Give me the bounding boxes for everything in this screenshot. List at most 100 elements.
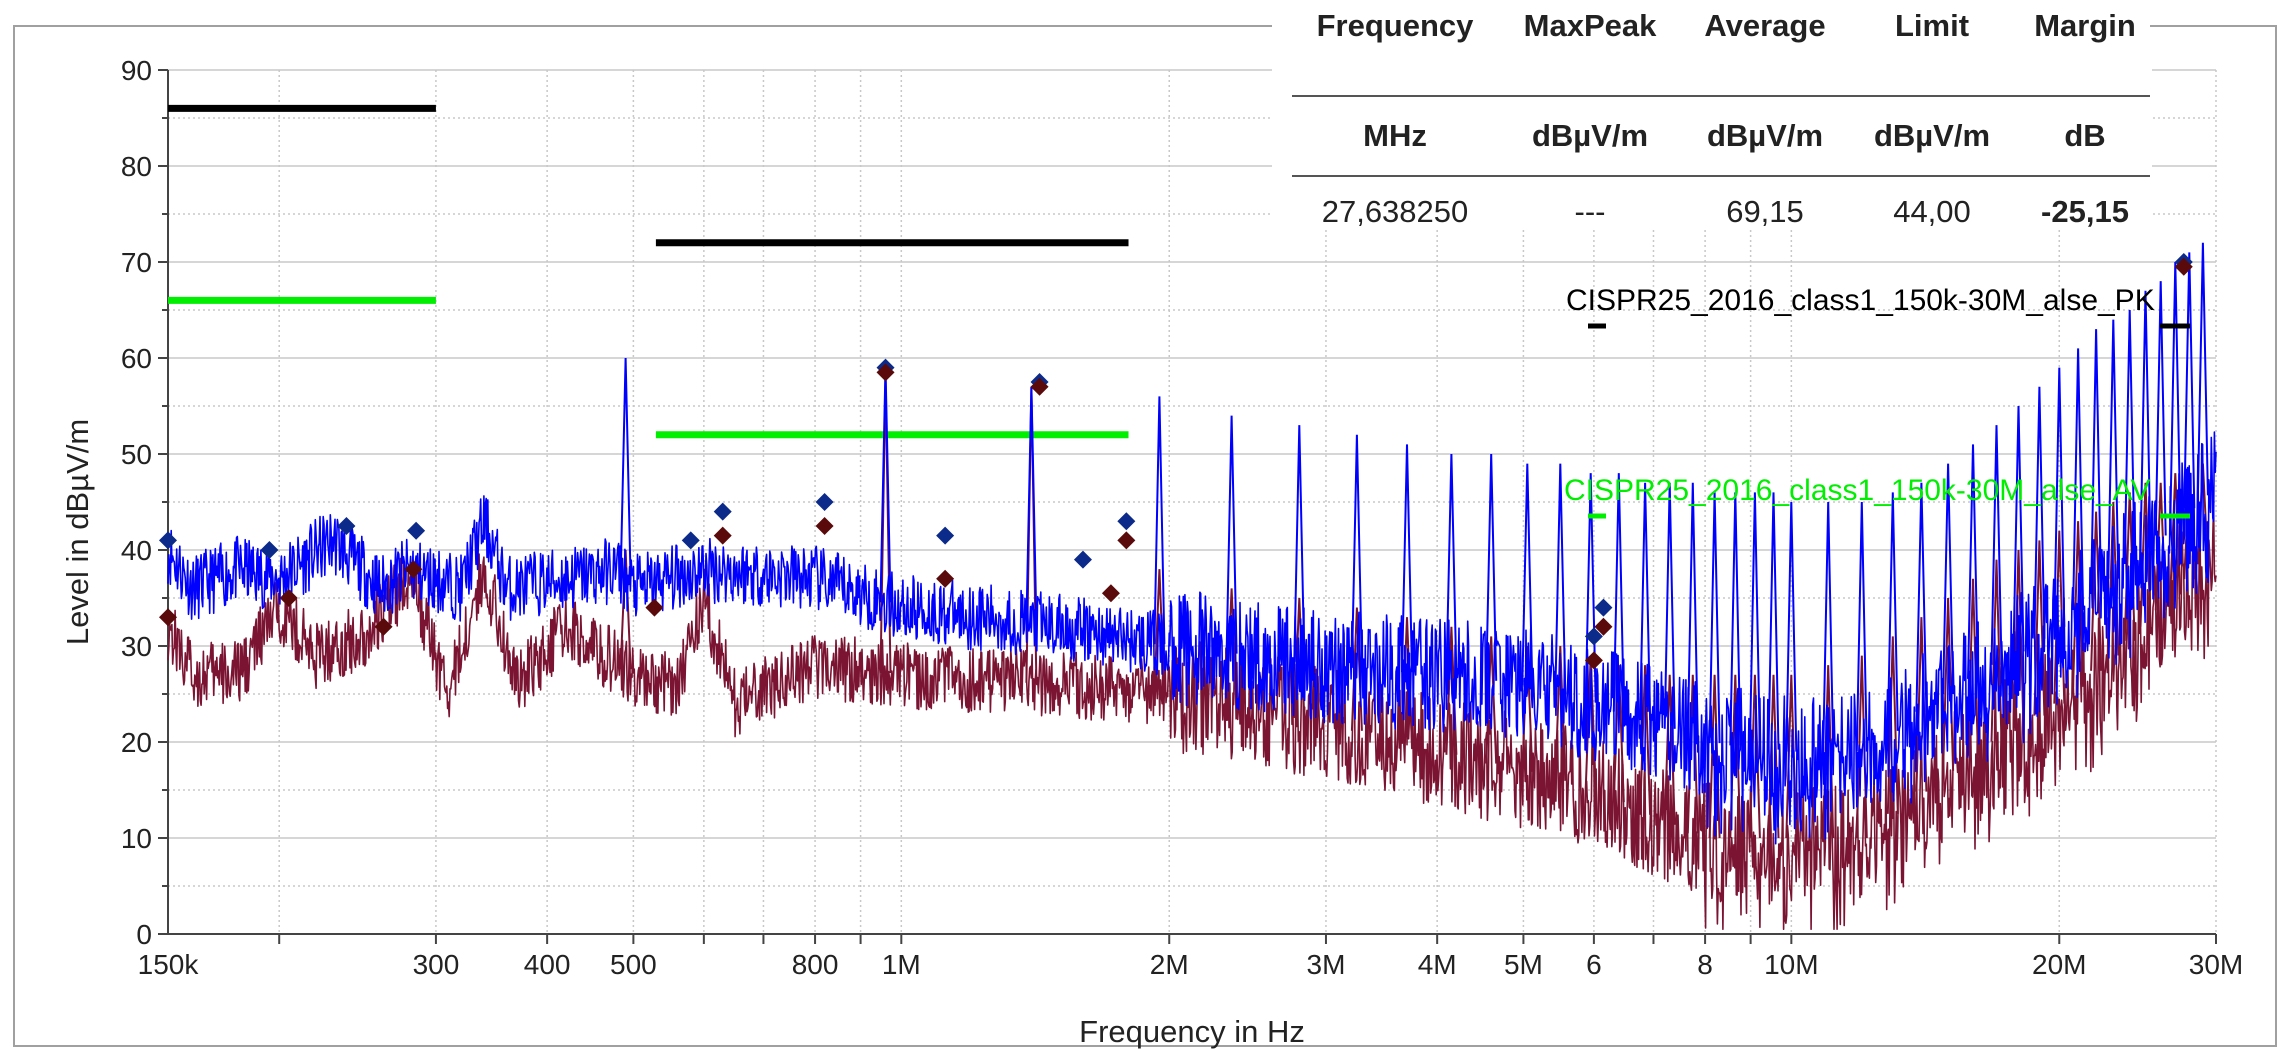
trace-spike — [2183, 252, 2196, 509]
table-unit: dB — [2064, 118, 2105, 153]
y-tick-label: 10 — [121, 823, 152, 854]
average-marker — [279, 589, 298, 607]
trace-line — [167, 503, 2217, 930]
trace-spike — [1942, 463, 1955, 695]
trace-spike — [1822, 501, 1835, 752]
trace-spike — [1855, 501, 1868, 752]
peak-marker — [713, 502, 732, 521]
table-header: Average — [1704, 8, 1825, 43]
average-marker — [1584, 651, 1603, 670]
peak-marker — [1117, 512, 1136, 531]
trace-spike — [2090, 511, 2103, 671]
x-tick-label: 5M — [1504, 949, 1543, 980]
trace-spike — [2053, 367, 2066, 627]
trace-spike — [1225, 415, 1238, 654]
table-header: Margin — [2034, 8, 2136, 43]
x-tick-label: 6 — [1586, 949, 1602, 980]
table-cell: 69,15 — [1726, 194, 1804, 229]
trace-spike — [1990, 559, 2003, 742]
trace-spike — [2033, 386, 2046, 639]
x-tick-label: 1M — [882, 949, 921, 980]
peak-marker — [337, 517, 356, 535]
table-cell: -25,15 — [2041, 194, 2129, 229]
x-tick-label: 400 — [524, 949, 571, 980]
peak-marker — [260, 541, 279, 559]
peak-marker — [407, 521, 426, 540]
average-marker — [374, 617, 393, 636]
trace-spike — [2012, 405, 2025, 652]
trace-spike — [1401, 444, 1413, 673]
peak-marker — [681, 531, 700, 550]
results-table: Frequency MaxPeak Average Limit Margin MHz dBµ… — [1272, 0, 2276, 230]
peak-marker — [1073, 550, 1092, 569]
table-header: Frequency — [1317, 8, 1475, 43]
trace-spike — [1612, 473, 1625, 712]
x-tick-label: 2M — [1150, 949, 1189, 980]
peak-marker — [815, 493, 834, 511]
trace-spike — [2123, 309, 2136, 565]
trace-spike — [1663, 482, 1676, 729]
y-tick-label: 80 — [121, 151, 152, 182]
x-tick-label: 30M — [2189, 949, 2243, 980]
table-cell: 27,638250 — [1322, 194, 1469, 229]
trace-spike — [1767, 492, 1780, 750]
trace-spike — [1708, 492, 1721, 744]
trace-spike — [1785, 501, 1798, 752]
average-marker — [815, 517, 834, 535]
trace-spike — [2139, 290, 2152, 551]
trace-spike — [1729, 492, 1742, 746]
table-unit: dBµV/m — [1707, 118, 1823, 153]
trace-spike — [1686, 482, 1699, 738]
trace-spike — [1521, 463, 1534, 686]
x-tick-label: 10M — [1764, 949, 1818, 980]
average-marker — [1117, 531, 1136, 550]
table-unit: dBµV/m — [1874, 118, 1990, 153]
trace-spike — [1748, 492, 1761, 748]
axes: 0 10 20 30 40 50 60 70 80 90 150k 300 400 500 800 1M 2M 3… — [121, 55, 2243, 980]
peak-marker — [159, 531, 177, 550]
x-tick-label: 500 — [610, 949, 657, 980]
trace-spike — [1485, 453, 1498, 681]
trace-spike — [1445, 453, 1458, 677]
trace-spike — [2107, 319, 2120, 579]
limit-labels: CISPR25_2016_class1_150k-30M_alse_PK CISP… — [1564, 284, 2190, 519]
trace-spike — [1584, 473, 1597, 703]
trace-spike — [2154, 281, 2167, 536]
trace-spike — [1639, 482, 1652, 721]
y-tick-label: 30 — [121, 631, 152, 662]
peak-markers — [159, 253, 2193, 670]
average-marker — [936, 569, 955, 588]
limit-lines — [168, 104, 1129, 439]
x-tick-label: 4M — [1418, 949, 1457, 980]
y-tick-label: 90 — [121, 55, 152, 86]
x-axis-title: Frequency in Hz — [1079, 1014, 1305, 1049]
x-tick-label: 150k — [138, 949, 200, 980]
trace-spike — [1990, 425, 2003, 665]
trace-spike — [2090, 329, 2103, 595]
y-tick-label: 40 — [121, 535, 152, 566]
x-tick-label: 3M — [1307, 949, 1346, 980]
trace-spike — [619, 357, 632, 579]
trace-spike — [1554, 463, 1567, 695]
table-cell: 44,00 — [1893, 194, 1971, 229]
average-marker — [404, 560, 423, 579]
y-tick-label: 20 — [121, 727, 152, 758]
table-background — [1272, 0, 2152, 230]
peak-marker — [936, 526, 955, 545]
trace-spike — [1663, 674, 1676, 825]
traces — [167, 242, 2217, 930]
trace-spike — [1967, 444, 1979, 679]
average-marker — [645, 598, 664, 617]
average-marker — [159, 608, 177, 627]
trace-spike — [1886, 492, 1899, 731]
table-unit: MHz — [1363, 118, 1427, 153]
limit-label: CISPR25_2016_class1_150k-30M_alse_PK — [1566, 284, 2155, 317]
trace-line — [167, 431, 2217, 845]
average-marker — [1030, 377, 1049, 396]
x-tick-label: 800 — [792, 949, 839, 980]
trace-spike — [1293, 425, 1306, 662]
limit-label: CISPR25_2016_class1_150k-30M_alse_AV — [1564, 474, 2150, 507]
average-marker — [713, 526, 732, 545]
